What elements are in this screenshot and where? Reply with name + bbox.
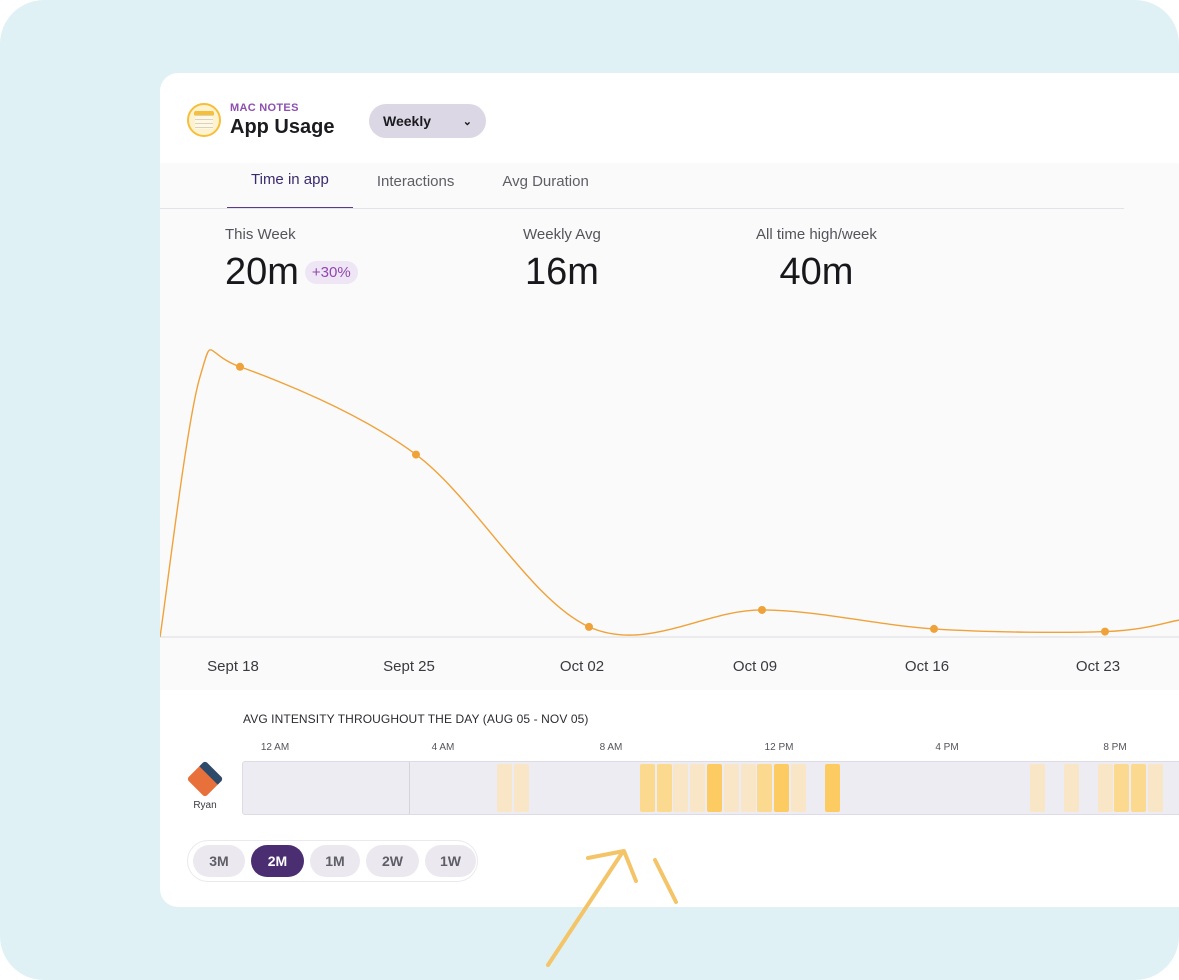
- period-dropdown-value: Weekly: [383, 113, 431, 129]
- heatmap-cell: [774, 764, 790, 812]
- tabs-divider: [160, 208, 1124, 209]
- stat-weekly-avg: Weekly Avg 16m: [523, 226, 601, 294]
- change-badge: +30%: [304, 261, 358, 284]
- heatmap-cell: [757, 764, 773, 812]
- range-button-1w[interactable]: 1W: [425, 845, 476, 877]
- user-name: Ryan: [193, 800, 217, 811]
- data-point[interactable]: [412, 450, 420, 459]
- heatmap-tick-label: 4 AM: [431, 742, 455, 753]
- heatmap-cell: [1148, 764, 1163, 812]
- usage-line-chart: [160, 349, 1179, 638]
- heatmap-cell: [1131, 764, 1147, 812]
- metric-tabs: Time in app Interactions Avg Duration: [227, 163, 613, 209]
- heatmap-cell: [497, 764, 512, 812]
- stat-this-week: This Week 20m +30%: [225, 226, 358, 294]
- heatmap-cell: [690, 764, 706, 812]
- stat-value: 16m: [524, 251, 599, 293]
- heatmap-tick-label: 4 PM: [935, 742, 959, 753]
- stat-all-time-high: All time high/week 40m: [756, 226, 877, 294]
- stat-value: 40m: [779, 251, 854, 293]
- range-selector: 3M 2M 1M 2W 1W: [187, 840, 478, 882]
- heatmap-cell: [1064, 764, 1079, 812]
- data-point[interactable]: [758, 605, 766, 614]
- heatmap-cell: [791, 764, 806, 812]
- range-button-2w[interactable]: 2W: [366, 845, 419, 877]
- chevron-down-icon: ⌄: [462, 115, 472, 128]
- period-dropdown[interactable]: Weekly ⌄: [369, 104, 486, 138]
- stat-label: All time high/week: [756, 226, 877, 243]
- heatmap-cell: [513, 764, 529, 812]
- range-button-3m[interactable]: 3M: [193, 845, 245, 877]
- heatmap-cell: [1097, 764, 1113, 812]
- app-usage-card: MAC NOTES App Usage Weekly ⌄ Time in app…: [160, 73, 1179, 907]
- data-point[interactable]: [930, 624, 938, 633]
- heatmap-cell: [824, 764, 840, 812]
- chart-area: Time in app Interactions Avg Duration: [160, 163, 1179, 690]
- page-title: App Usage: [230, 116, 335, 138]
- x-tick-label: Sept 18: [207, 658, 259, 675]
- notes-app-icon: [187, 103, 221, 137]
- heatmap-cell: [740, 764, 756, 812]
- intensity-heatmap: [242, 761, 1179, 815]
- x-tick-label: Oct 16: [904, 658, 950, 675]
- series-line: [160, 349, 1179, 638]
- tab-avg-duration[interactable]: Avg Duration: [502, 173, 589, 190]
- data-point[interactable]: [1101, 627, 1109, 636]
- range-button-2m[interactable]: 2M: [251, 845, 304, 877]
- x-tick-label: Oct 09: [732, 658, 778, 675]
- data-point[interactable]: [585, 622, 593, 631]
- heatmap-tick-label: 8 PM: [1103, 742, 1127, 753]
- app-name: MAC NOTES: [230, 102, 299, 114]
- heatmap-cell: [639, 764, 655, 812]
- heatmap-cell: [1030, 764, 1046, 812]
- heatmap-cell: [707, 764, 722, 812]
- heatmap-divider: [409, 762, 410, 814]
- tab-interactions[interactable]: Interactions: [376, 173, 455, 190]
- heatmap-tick-label: 12 AM: [260, 742, 290, 753]
- heatmap-cell: [1114, 764, 1130, 812]
- heatmap-tick-label: 8 AM: [599, 742, 623, 753]
- stat-label: This Week: [225, 226, 296, 243]
- x-tick-label: Oct 02: [559, 658, 605, 675]
- heatmap-tick-label: 12 PM: [764, 742, 794, 753]
- heatmap-cell: [656, 764, 672, 812]
- stat-label: Weekly Avg: [523, 226, 601, 243]
- range-button-1m[interactable]: 1M: [310, 845, 360, 877]
- stat-value: 20m: [225, 251, 299, 293]
- heatmap-title: AVG INTENSITY THROUGHOUT THE DAY (AUG 05…: [243, 712, 589, 726]
- x-tick-label: Oct 23: [1075, 658, 1121, 675]
- x-tick-label: Sept 25: [383, 658, 435, 675]
- heatmap-cell: [673, 764, 689, 812]
- data-point[interactable]: [236, 362, 244, 371]
- heatmap-cell: [723, 764, 739, 812]
